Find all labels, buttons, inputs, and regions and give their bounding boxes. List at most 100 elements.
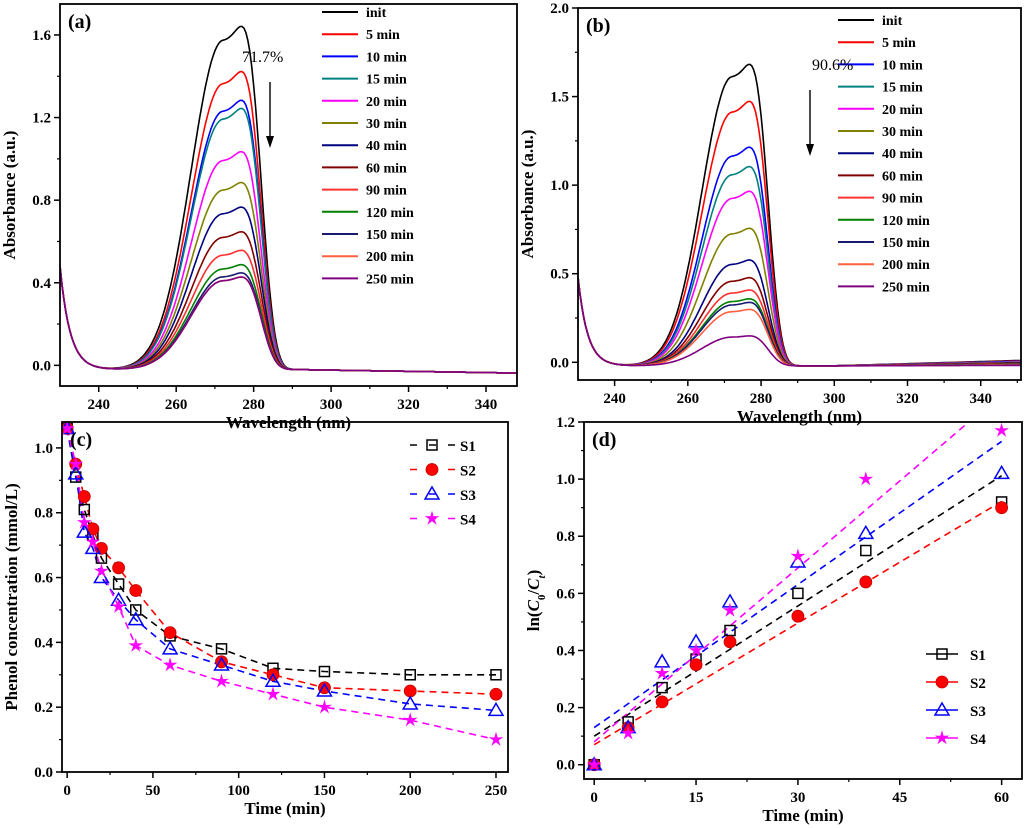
data-point-S2 xyxy=(318,681,331,695)
data-point-S2 xyxy=(403,684,417,698)
data-point-S3 xyxy=(653,653,671,668)
legend-label: 5 min xyxy=(366,28,400,43)
legend-label: 120 min xyxy=(882,214,930,229)
y-tick-label: 0.2 xyxy=(34,700,53,716)
legend-label: 10 min xyxy=(882,58,923,73)
spectrum-line-40-min xyxy=(60,206,517,374)
legend-label: init xyxy=(366,6,387,21)
x-tick-label: 340 xyxy=(969,391,992,407)
spectrum-line-120-min xyxy=(578,277,1021,367)
data-point-S3 xyxy=(857,524,875,540)
panel-d: 0 15 30 45 60 0.0 0.2 0.4 0.6 0.8 1.0 1.2 Time (min)… xyxy=(524,415,1023,825)
data-point-S2 xyxy=(723,635,737,649)
legend-label: 15 min xyxy=(366,73,407,88)
reduction-annotation: 90.6% xyxy=(812,57,853,74)
x-axis-label: Wavelength (nm) xyxy=(737,407,862,426)
legend-label: S2 xyxy=(460,464,476,480)
spectrum-line-150-min xyxy=(60,266,517,374)
spectrum-line-250-min xyxy=(60,266,517,374)
legend-label: 20 min xyxy=(366,95,407,110)
legend-label: 40 min xyxy=(366,139,407,154)
data-point-S4 xyxy=(62,422,75,435)
y-tick-label: 0.0 xyxy=(550,355,569,371)
spectrum-line-250-min xyxy=(578,277,1021,367)
data-point-S4 xyxy=(111,598,126,613)
x-tick-label: 320 xyxy=(397,397,420,413)
legend-label: S4 xyxy=(970,732,986,748)
legend-label: 90 min xyxy=(882,192,923,207)
spectrum-line-200-min xyxy=(60,266,517,374)
data-point-S1 xyxy=(130,604,142,616)
x-tick-label: 0 xyxy=(590,790,598,806)
plot-area xyxy=(60,25,517,374)
y-tick-label: 0.0 xyxy=(34,765,53,781)
x-tick-label: 250 xyxy=(485,783,508,799)
x-axis-label: Time (min) xyxy=(762,806,843,825)
data-point-S2 xyxy=(655,695,669,709)
data-point-S2 xyxy=(112,561,126,575)
data-point-S2 xyxy=(859,575,873,589)
y-tick-label: 2.0 xyxy=(550,1,569,17)
data-point-S3 xyxy=(401,695,419,710)
x-tick-label: 340 xyxy=(475,397,498,413)
legend-label: S1 xyxy=(460,439,476,455)
data-point-S1 xyxy=(78,503,91,516)
y-tick-label: 1.6 xyxy=(32,28,51,44)
legend-label: init xyxy=(882,14,903,29)
data-point-S4 xyxy=(620,725,636,740)
data-point-S4 xyxy=(722,602,738,617)
legend-marker xyxy=(423,485,441,500)
legend-label: S1 xyxy=(970,648,986,664)
data-point-S4 xyxy=(654,665,670,680)
data-point-S2 xyxy=(489,687,503,701)
spectrum-line-150-min xyxy=(578,277,1021,367)
arrow-head-icon xyxy=(806,144,814,156)
spectrum-line-40-min xyxy=(578,259,1021,367)
legend-label: 60 min xyxy=(882,169,923,184)
x-tick-label: 45 xyxy=(892,790,907,806)
data-point-S2 xyxy=(129,584,143,597)
spectrum-line-init xyxy=(60,25,517,374)
y-axis-label-part: / xyxy=(524,590,543,596)
data-point-S4 xyxy=(586,756,602,771)
panel-label: (c) xyxy=(70,429,92,451)
data-point-S3 xyxy=(127,611,145,626)
legend-label: 5 min xyxy=(882,36,916,51)
legend-label: 150 min xyxy=(882,236,930,251)
y-tick-label: 0.8 xyxy=(32,193,51,209)
fit-line-S2 xyxy=(593,500,1003,746)
x-tick-label: 100 xyxy=(227,783,250,799)
data-point-S2 xyxy=(77,490,91,503)
data-point-S1 xyxy=(69,471,82,483)
legend-label: 200 min xyxy=(366,250,414,265)
legend-marker xyxy=(426,439,438,451)
y-tick-label: 1.2 xyxy=(32,111,51,127)
plot-frame xyxy=(59,3,518,387)
data-point-S2 xyxy=(995,501,1009,515)
legend-label: 30 min xyxy=(882,125,923,140)
legend-label: 150 min xyxy=(366,228,414,243)
spectrum-line-60-min xyxy=(60,230,517,374)
plot-frame xyxy=(577,7,1022,381)
series-line-S1 xyxy=(66,428,496,676)
legend-label: 15 min xyxy=(882,81,923,96)
y-tick-label: 0.0 xyxy=(556,758,575,774)
data-point-S4 xyxy=(317,699,332,714)
legend-marker xyxy=(424,510,440,525)
y-axis-label-part: t xyxy=(536,574,548,578)
data-point-S1 xyxy=(318,665,331,678)
x-tick-label: 240 xyxy=(87,397,110,413)
plot-frame xyxy=(583,421,1023,780)
data-point-S2 xyxy=(689,658,703,672)
data-point-S1 xyxy=(490,669,502,681)
y-tick-label: 1.0 xyxy=(550,178,569,194)
panel-a: 240 260 280 300 320 3400.00.40.81.21.6Wavelen… xyxy=(0,3,518,432)
legend-label: 120 min xyxy=(366,206,414,221)
data-point-S4 xyxy=(688,642,704,657)
y-tick-label: 0.4 xyxy=(34,635,53,651)
x-tick-label: 0 xyxy=(63,783,71,799)
y-tick-label: 0.5 xyxy=(550,267,569,283)
panel-label: (d) xyxy=(592,429,616,451)
data-point-S3 xyxy=(75,523,93,538)
data-point-S4 xyxy=(994,422,1009,437)
